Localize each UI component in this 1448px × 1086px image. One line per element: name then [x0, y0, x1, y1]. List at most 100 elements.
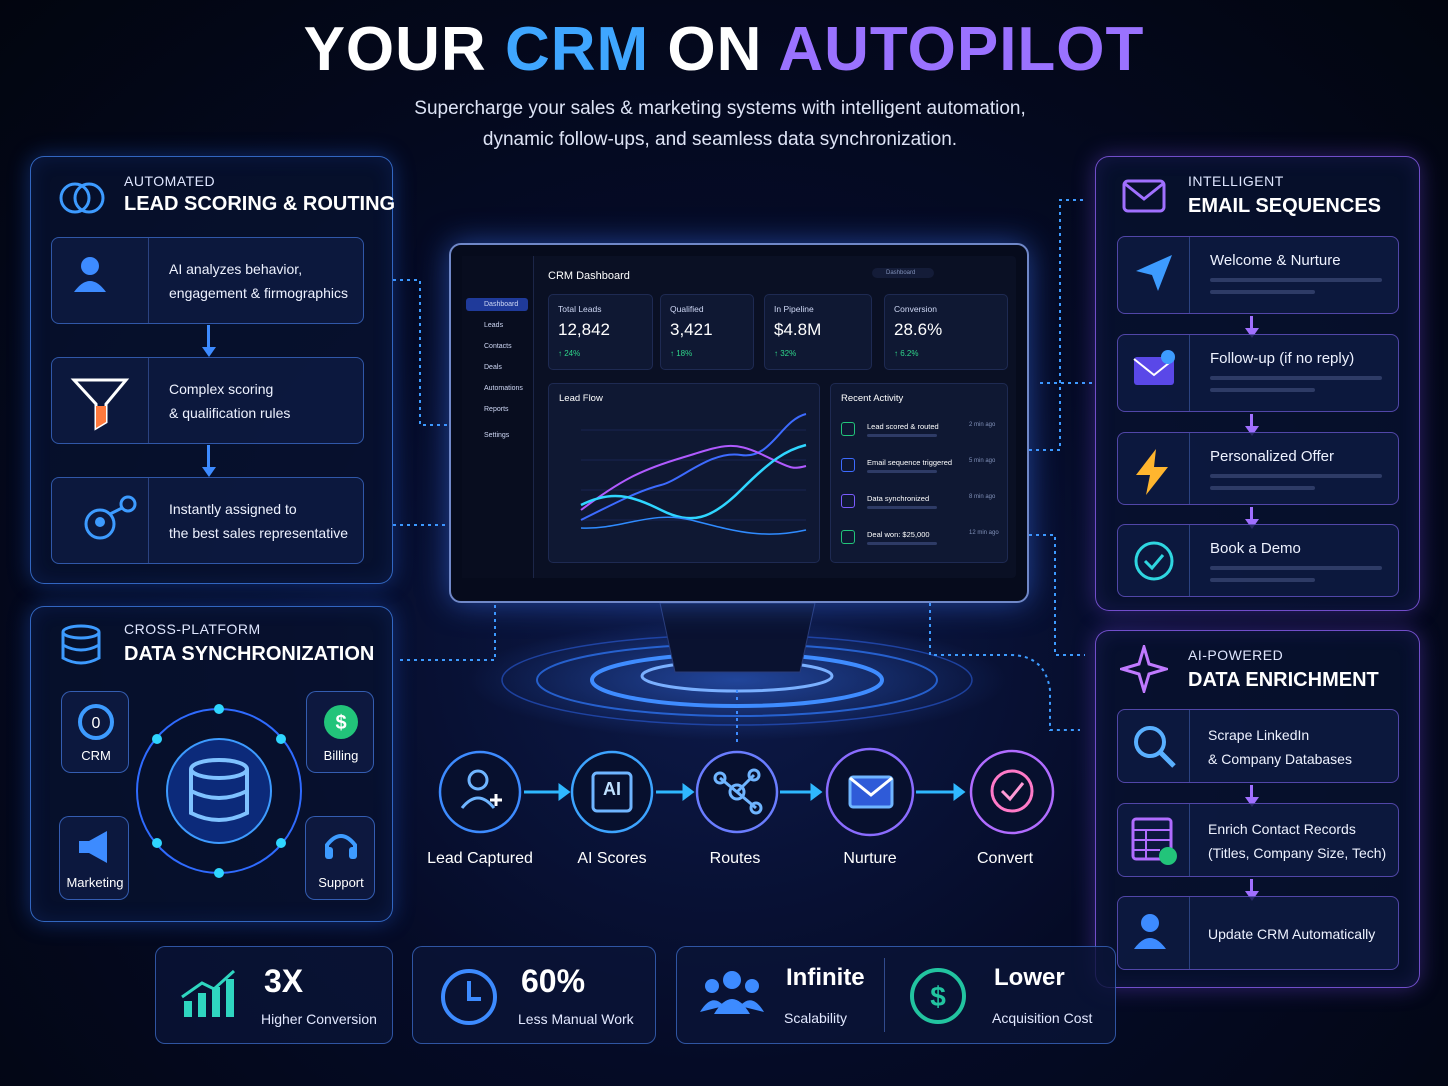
step-card: Welcome & Nurture	[1117, 236, 1399, 314]
decoration	[152, 838, 162, 848]
icon: $	[908, 966, 968, 1031]
icon-cell	[1118, 525, 1190, 596]
decoration: $	[324, 705, 358, 739]
search-box[interactable]: Dashboard	[872, 268, 934, 278]
decoration	[1133, 358, 1175, 377]
placeholder-bar	[1210, 566, 1382, 570]
icon-cell	[1118, 433, 1190, 504]
activity-icon	[841, 422, 855, 436]
placeholder-bar	[867, 542, 937, 545]
icon	[59, 623, 103, 672]
decoration	[581, 429, 806, 521]
icon	[59, 179, 105, 222]
decoration	[1136, 449, 1168, 495]
icon-cell	[1118, 710, 1190, 782]
decoration	[214, 868, 224, 878]
nav-item[interactable]: Automations	[484, 385, 523, 392]
decoration: $	[335, 712, 346, 734]
decoration	[467, 620, 1007, 740]
icon	[70, 492, 140, 557]
decoration	[849, 776, 893, 797]
decoration	[1134, 726, 1166, 758]
icon	[561, 410, 811, 555]
nav-item[interactable]: Settings	[484, 432, 510, 439]
decoration	[1136, 255, 1172, 291]
decoration	[325, 847, 333, 859]
benefit-label: Scalability	[784, 1010, 848, 1026]
step-text: Welcome & Nurture	[1210, 252, 1341, 269]
stat-label: Qualified	[670, 304, 704, 314]
decoration	[929, 603, 1080, 731]
decoration	[212, 987, 220, 1017]
icon: 0	[76, 702, 116, 745]
benefit: 3X Higher Conversion	[155, 946, 393, 1044]
icon-cell	[1118, 237, 1190, 313]
decoration	[1122, 179, 1166, 213]
arrow-head	[1245, 426, 1259, 436]
step-line: Complex scoring	[169, 381, 274, 397]
icon	[1132, 251, 1176, 300]
ai-chip-label: AI	[603, 779, 621, 799]
decoration	[1134, 541, 1174, 581]
icon	[1132, 447, 1172, 502]
icon	[1130, 722, 1180, 777]
decoration	[524, 783, 966, 801]
icon	[1132, 349, 1176, 394]
nav-item[interactable]: Contacts	[484, 343, 512, 350]
decoration	[700, 971, 764, 1014]
nav-item[interactable]: Reports	[484, 406, 509, 413]
decoration: $	[930, 981, 946, 1012]
decoration	[580, 443, 807, 520]
decoration	[95, 517, 105, 527]
activity-panel: Recent Activity Lead scored & routed 2 min…	[830, 383, 1008, 563]
decoration	[467, 769, 489, 791]
sync-node: Marketing	[59, 816, 129, 900]
stat-label: In Pipeline	[774, 304, 814, 314]
icon	[70, 252, 114, 301]
decoration	[74, 281, 106, 292]
icon-cell	[52, 238, 149, 323]
decoration	[189, 769, 249, 822]
icon	[180, 969, 240, 1024]
nav-item[interactable]: Dashboard	[466, 298, 528, 311]
activity-time: 2 min ago	[969, 422, 996, 428]
step-card: Scrape LinkedIn & Company Databases	[1117, 709, 1399, 783]
decoration	[393, 199, 1095, 731]
panel-kicker: AUTOMATED	[124, 173, 216, 189]
nav-item[interactable]: Leads	[484, 322, 504, 329]
placeholder-bar	[1210, 474, 1382, 478]
decoration	[570, 750, 654, 834]
flow-label: AI Scores	[577, 850, 647, 867]
decoration	[324, 705, 358, 739]
step-line: AI analyzes behavior,	[169, 261, 303, 277]
decoration	[61, 632, 101, 665]
stat-change: ↑ 6.2%	[894, 349, 919, 358]
stat-value: 3,421	[670, 320, 713, 339]
icon	[1116, 641, 1172, 698]
divider	[884, 958, 885, 1032]
decoration	[1029, 199, 1085, 451]
icon	[75, 827, 115, 870]
icon-cell	[1118, 335, 1190, 411]
nav-item[interactable]: Deals	[484, 364, 502, 371]
decoration	[84, 495, 137, 540]
decoration	[1161, 350, 1175, 364]
stat-card: In Pipeline $4.8M ↑ 32%	[764, 294, 872, 370]
decoration	[400, 603, 496, 661]
decoration: 0	[92, 715, 101, 732]
decoration	[700, 999, 764, 1014]
decoration	[59, 182, 105, 214]
step-text: Scrape LinkedIn & Company Databases	[1208, 723, 1352, 771]
decoration: $	[910, 968, 966, 1024]
benefit: 60% Less Manual Work	[412, 946, 656, 1044]
node-label: Marketing	[66, 875, 124, 890]
stat-value: $4.8M	[774, 320, 822, 339]
stat-value: 28.6%	[894, 320, 943, 339]
chart-title: Lead Flow	[559, 393, 603, 404]
sync-node: Support	[305, 816, 375, 900]
step-line: Update CRM Automatically	[1208, 926, 1376, 942]
step-card: AI analyzes behavior, engagement & firmog…	[51, 237, 364, 324]
benefits-box	[676, 946, 1116, 1044]
